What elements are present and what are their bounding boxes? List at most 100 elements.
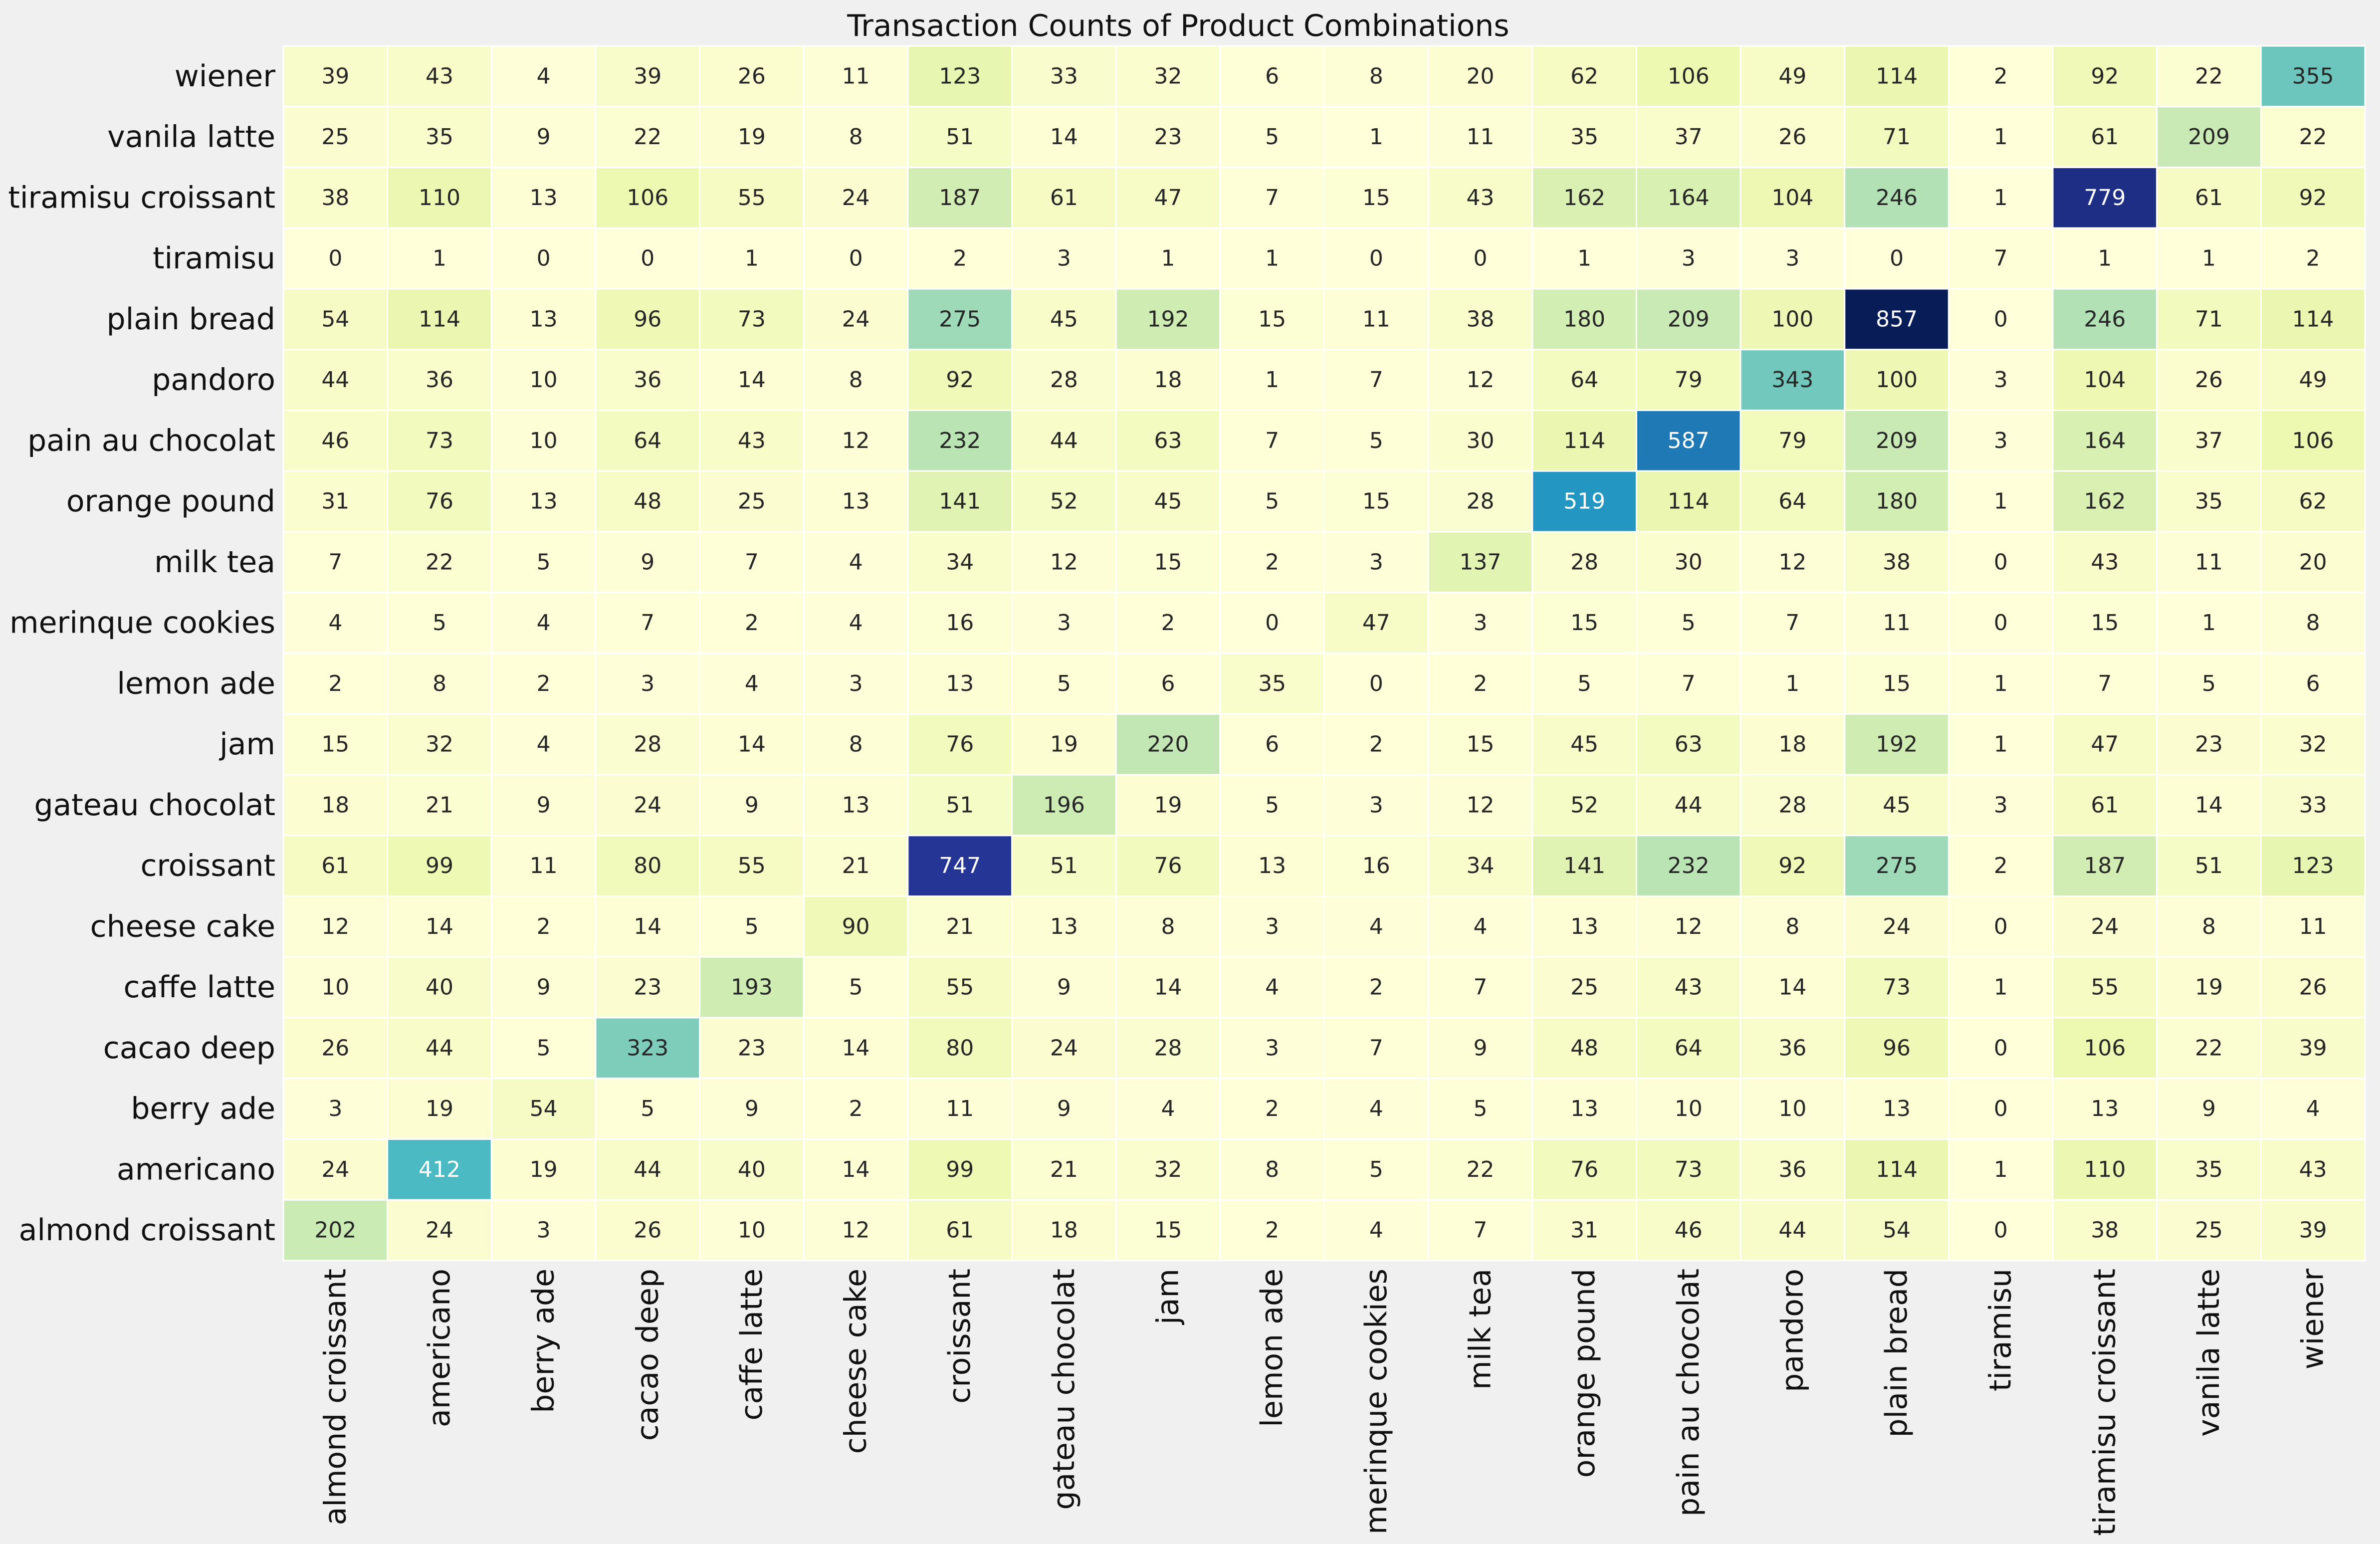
heatmap-cell bbox=[1739, 531, 1846, 594]
cell-value-label: 79 bbox=[1778, 428, 1806, 453]
heatmap-cell bbox=[699, 713, 805, 776]
cell-value-label: 10 bbox=[1675, 1096, 1703, 1121]
cell-value-label: 44 bbox=[1050, 428, 1078, 453]
heatmap-cell bbox=[1323, 288, 1429, 351]
cell-value-label: 114 bbox=[1876, 1157, 1918, 1182]
heatmap-cell bbox=[1115, 167, 1221, 229]
heatmap-cell bbox=[803, 835, 909, 897]
heatmap-cell bbox=[1531, 592, 1637, 654]
cell-value-label: 15 bbox=[1570, 610, 1598, 636]
heatmap-cell bbox=[2052, 956, 2158, 1019]
heatmap-cell bbox=[1323, 653, 1429, 715]
cell-value-label: 25 bbox=[321, 124, 349, 150]
cell-value-label: 63 bbox=[1154, 428, 1182, 453]
heatmap-cell bbox=[2052, 410, 2158, 472]
cell-value-label: 2 bbox=[745, 610, 759, 636]
cell-value-label: 73 bbox=[1675, 1157, 1703, 1182]
heatmap-cell bbox=[282, 227, 389, 290]
cell-value-label: 0 bbox=[328, 246, 342, 271]
cell-value-label: 92 bbox=[2091, 63, 2119, 89]
cell-value-label: 73 bbox=[426, 428, 453, 453]
cell-value-label: 8 bbox=[1785, 914, 1799, 939]
cell-value-label: 44 bbox=[426, 1035, 453, 1061]
cell-value-label: 4 bbox=[328, 610, 342, 636]
heatmap-cell bbox=[1739, 956, 1846, 1019]
cell-value-label: 7 bbox=[1265, 185, 1279, 211]
cell-value-label: 12 bbox=[1466, 367, 1494, 393]
cell-value-label: 4 bbox=[1369, 914, 1383, 939]
cell-value-label: 2 bbox=[1265, 1096, 1279, 1121]
cell-value-label: 857 bbox=[1876, 306, 1918, 332]
heatmap-cell bbox=[595, 895, 701, 958]
heatmap-cell bbox=[1219, 1017, 1325, 1080]
heatmap-cell bbox=[1635, 410, 1741, 472]
cell-value-label: 61 bbox=[946, 1218, 974, 1243]
heatmap-cell bbox=[387, 592, 492, 654]
heatmap-cell bbox=[803, 227, 909, 290]
cell-value-label: 6 bbox=[1265, 63, 1279, 89]
cell-value-label: 4 bbox=[745, 671, 759, 696]
heatmap-cell bbox=[387, 410, 492, 472]
cell-value-label: 32 bbox=[1154, 63, 1182, 89]
cell-value-label: 51 bbox=[2195, 853, 2223, 879]
heatmap-cell bbox=[1531, 653, 1637, 715]
heatmap-cell bbox=[1115, 1138, 1221, 1201]
heatmap-cell bbox=[2260, 470, 2366, 533]
cell-value-label: 412 bbox=[419, 1157, 460, 1182]
cell-value-label: 99 bbox=[946, 1157, 974, 1182]
heatmap-cell bbox=[1115, 1199, 1221, 1262]
heatmap-cell bbox=[1011, 653, 1117, 715]
heatmap-cell bbox=[490, 956, 597, 1019]
cell-value-label: 55 bbox=[738, 185, 766, 211]
cell-value-label: 43 bbox=[1466, 185, 1494, 211]
cell-value-label: 13 bbox=[530, 489, 558, 514]
cell-value-label: 15 bbox=[1154, 1218, 1182, 1243]
heatmap-cell bbox=[282, 288, 389, 351]
heatmap-cell bbox=[282, 1078, 389, 1140]
cell-value-label: 519 bbox=[1563, 489, 1605, 514]
cell-value-label: 5 bbox=[1369, 1157, 1383, 1182]
cell-value-label: 180 bbox=[1876, 489, 1918, 514]
cell-value-label: 1 bbox=[1994, 1157, 2008, 1182]
heatmap-cell bbox=[1739, 167, 1846, 229]
heatmap-cell bbox=[1011, 895, 1117, 958]
cell-value-label: 31 bbox=[1570, 1218, 1598, 1243]
cell-value-label: 2 bbox=[537, 671, 551, 696]
heatmap-cell bbox=[1323, 1078, 1429, 1140]
cell-value-label: 15 bbox=[1362, 185, 1390, 211]
cell-value-label: 3 bbox=[1369, 792, 1383, 818]
cell-value-label: 100 bbox=[1876, 367, 1918, 393]
heatmap-cell bbox=[1011, 592, 1117, 654]
heatmap-cell bbox=[1011, 410, 1117, 472]
cell-value-label: 180 bbox=[1563, 306, 1605, 332]
heatmap-cell bbox=[907, 592, 1013, 654]
heatmap-cell bbox=[2260, 774, 2366, 837]
heatmap-cell bbox=[2156, 167, 2262, 229]
cell-value-label: 38 bbox=[1883, 549, 1911, 575]
cell-value-label: 12 bbox=[1675, 914, 1703, 939]
heatmap-cell bbox=[1947, 45, 2054, 108]
heatmap-cell bbox=[2156, 288, 2262, 351]
cell-value-label: 9 bbox=[745, 1096, 759, 1121]
heatmap-cell bbox=[1844, 349, 1949, 411]
cell-value-label: 0 bbox=[1369, 671, 1383, 696]
x-tick-label: milk tea bbox=[1463, 1269, 1498, 1390]
heatmap-cell bbox=[1739, 835, 1846, 897]
cell-value-label: 0 bbox=[849, 246, 863, 271]
cell-value-label: 11 bbox=[946, 1096, 974, 1121]
cell-value-label: 36 bbox=[634, 367, 661, 393]
cell-value-label: 43 bbox=[738, 428, 766, 453]
cell-value-label: 2 bbox=[328, 671, 342, 696]
cell-value-label: 49 bbox=[1778, 63, 1806, 89]
cell-value-label: 47 bbox=[1362, 610, 1390, 636]
cell-value-label: 7 bbox=[1994, 246, 2008, 271]
heatmap-cell bbox=[907, 774, 1013, 837]
cell-value-label: 3 bbox=[1369, 549, 1383, 575]
cell-value-label: 47 bbox=[1154, 185, 1182, 211]
cell-value-label: 5 bbox=[1265, 124, 1279, 150]
heatmap-cell bbox=[1427, 653, 1533, 715]
heatmap-cell bbox=[1635, 895, 1741, 958]
cell-value-label: 40 bbox=[738, 1157, 766, 1182]
cell-value-label: 73 bbox=[738, 306, 766, 332]
